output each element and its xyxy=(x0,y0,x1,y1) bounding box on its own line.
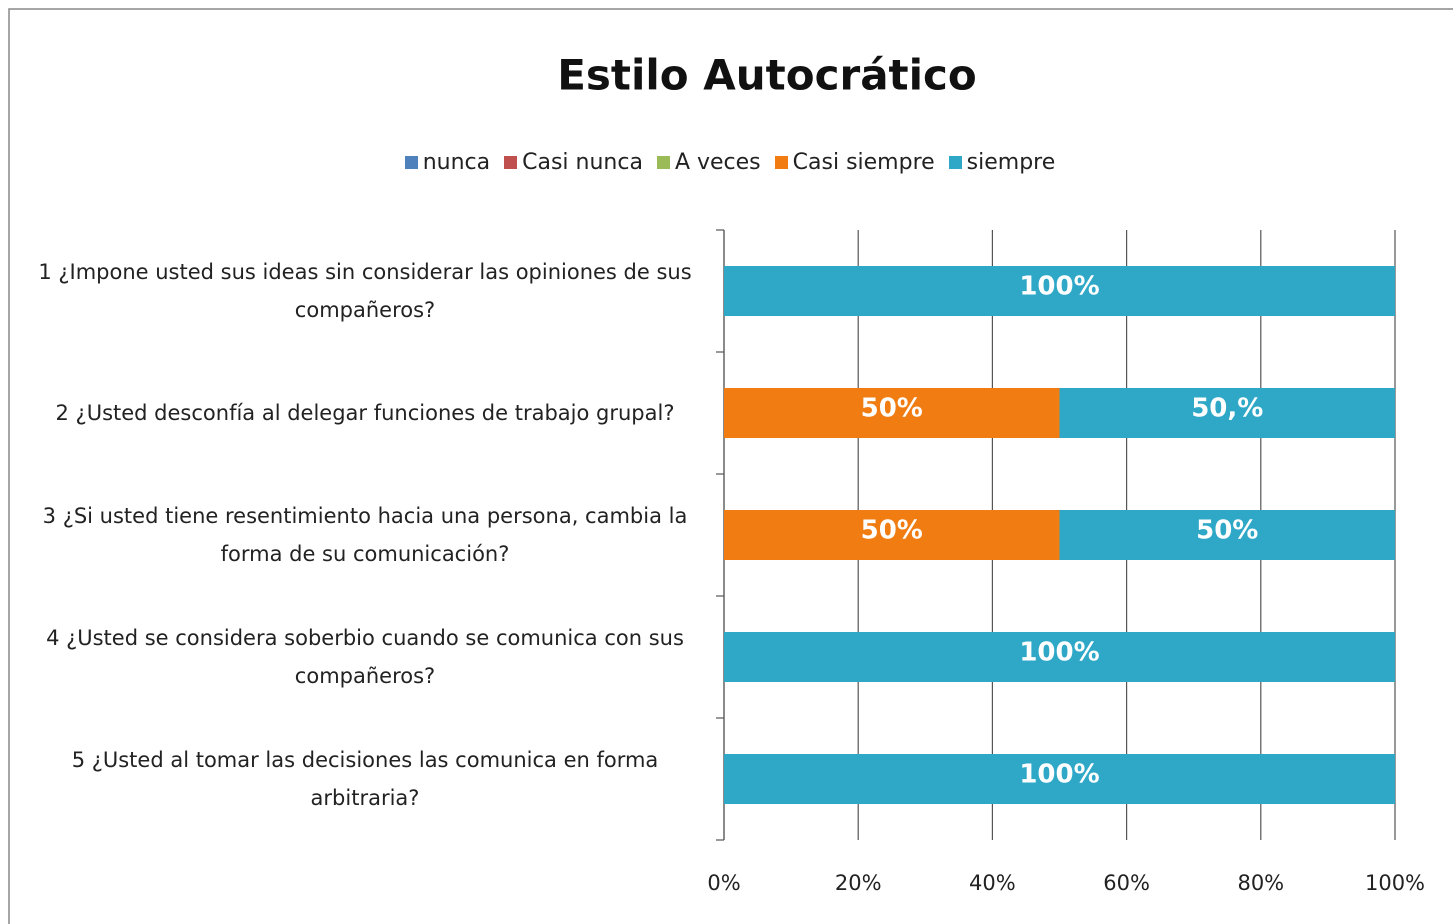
bar-segment xyxy=(724,510,1060,560)
legend-label: Casi nunca xyxy=(522,150,643,175)
chart-border xyxy=(8,8,1453,924)
value-label: 50,% xyxy=(1191,394,1263,424)
x-tick-label: 20% xyxy=(835,871,882,895)
category-label: 4 ¿Usted se considera soberbio cuando se… xyxy=(46,626,684,688)
legend-label: nunca xyxy=(422,150,491,175)
legend-swatch xyxy=(656,156,670,169)
bar-segment xyxy=(724,632,1395,682)
x-tick-label: 60% xyxy=(1103,871,1150,895)
legend-swatch xyxy=(404,156,418,169)
bar-segment xyxy=(724,388,1060,438)
legend-label: siempre xyxy=(966,150,1056,175)
bar-segment xyxy=(1059,510,1395,560)
category-label: 5 ¿Usted al tomar las decisiones las com… xyxy=(71,748,659,810)
legend-swatch xyxy=(948,156,962,169)
value-label: 100% xyxy=(1019,272,1099,302)
value-label: 100% xyxy=(1019,760,1099,790)
bar-segment xyxy=(724,266,1395,316)
category-label: 2 ¿Usted desconfía al delegar funciones … xyxy=(55,401,675,425)
x-tick-label: 40% xyxy=(969,871,1016,895)
chart-title: Estilo Autocrático xyxy=(557,51,977,100)
legend-item: nunca xyxy=(404,150,491,175)
category-label: 1 ¿Impone usted sus ideas sin considerar… xyxy=(38,260,692,322)
legend-label: A veces xyxy=(674,150,761,175)
legend-label: Casi siempre xyxy=(792,150,935,175)
legend-item: A veces xyxy=(656,150,761,175)
legend-item: Casi nunca xyxy=(504,150,643,175)
value-label: 50% xyxy=(861,516,923,546)
x-tick-label: 80% xyxy=(1237,871,1284,895)
legend-swatch xyxy=(774,156,788,169)
legend-item: siempre xyxy=(948,150,1056,175)
legend-swatch xyxy=(504,156,518,169)
value-label: 50% xyxy=(861,394,923,424)
x-tick-label: 100% xyxy=(1365,871,1425,895)
legend: nunca Casi nunca A veces Casi siempre siempr… xyxy=(0,150,1453,175)
value-label: 50% xyxy=(1196,516,1258,546)
bar-segment xyxy=(1059,388,1395,438)
bar-segment xyxy=(724,754,1395,804)
category-label: 3 ¿Si usted tiene resentimiento hacia un… xyxy=(42,504,688,566)
value-label: 100% xyxy=(1019,638,1099,668)
legend-item: Casi siempre xyxy=(774,150,935,175)
x-tick-label: 0% xyxy=(707,871,740,895)
